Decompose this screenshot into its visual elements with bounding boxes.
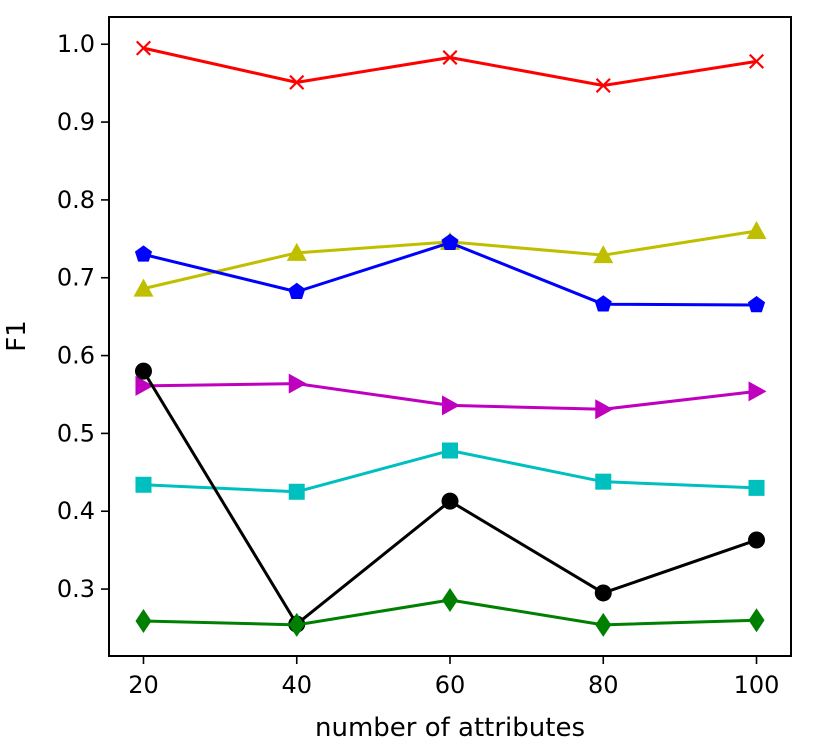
data-point-black-circle-100 (748, 531, 766, 549)
data-point-magenta-triangle-right-20 (135, 375, 154, 396)
data-point-red-x-20 (135, 40, 152, 56)
data-point-red-x-100 (748, 53, 765, 69)
data-point-cyan-square-60 (442, 442, 458, 459)
x-tick-label-60: 60 (435, 671, 466, 699)
data-point-red-x-60-stroke-b (442, 49, 458, 66)
series-cyan-square (135, 442, 765, 500)
data-point-black-circle-60 (441, 492, 459, 510)
x-axis-label: number of attributes (315, 713, 585, 743)
y-tick-label-0.8: 0.8 (57, 186, 95, 214)
data-point-red-x-80 (595, 77, 611, 94)
data-point-red-x-80-stroke-b (595, 77, 611, 94)
y-tick-label-0.6: 0.6 (57, 342, 95, 370)
data-point-cyan-square-100 (748, 479, 765, 496)
data-point-magenta-triangle-right-100 (748, 381, 767, 402)
data-point-green-diamond-40 (288, 612, 305, 637)
x-tick-label-80: 80 (588, 671, 619, 699)
series-blue-pentagon (134, 233, 766, 313)
data-point-yellow-triangle-up-20 (133, 278, 154, 297)
data-point-yellow-triangle-up-80 (593, 245, 614, 264)
x-tick-label-100: 100 (734, 671, 780, 699)
series-green-diamond (135, 587, 765, 637)
data-point-cyan-square-80 (595, 473, 612, 490)
x-tick-label-20: 20 (128, 671, 159, 699)
series-layer (133, 40, 767, 637)
data-point-magenta-triangle-right-40 (288, 373, 307, 394)
data-point-green-diamond-60 (442, 587, 458, 612)
y-tick-label-0.9: 0.9 (57, 108, 95, 136)
data-point-magenta-triangle-right-80 (595, 399, 614, 420)
y-tick-label-1: 1.0 (57, 30, 95, 58)
plot-background (109, 17, 791, 656)
data-point-cyan-square-20 (135, 476, 152, 493)
x-axis: 20 40 60 80 100 (128, 656, 779, 699)
series-magenta-triangle-right (135, 373, 767, 420)
data-point-green-diamond-100 (748, 608, 765, 633)
data-point-blue-pentagon-20 (134, 245, 153, 262)
data-point-yellow-triangle-up-40 (286, 242, 307, 261)
y-tick-label-0.3: 0.3 (57, 575, 95, 603)
data-point-red-x-100-stroke-b (748, 53, 765, 69)
data-point-blue-pentagon-60 (441, 233, 459, 250)
x-tick-label-40: 40 (281, 671, 312, 699)
data-point-green-diamond-20 (135, 608, 152, 633)
y-axis: 0.3 0.4 0.5 0.6 0.7 0.8 0.9 1.0 (57, 30, 109, 603)
data-point-green-diamond-80 (595, 612, 612, 637)
series-red-x (135, 40, 765, 94)
data-point-red-x-40-stroke-b (289, 74, 305, 90)
data-point-cyan-square-40 (288, 483, 305, 500)
y-tick-label-0.7: 0.7 (57, 264, 95, 292)
data-point-red-x-60 (442, 49, 458, 66)
y-tick-label-0.4: 0.4 (57, 497, 95, 525)
y-tick-label-0.5: 0.5 (57, 419, 95, 447)
y-axis-label: F1 (2, 320, 32, 352)
data-point-black-circle-20 (134, 362, 152, 380)
data-point-yellow-triangle-up-100 (746, 221, 767, 240)
data-point-magenta-triangle-right-60 (442, 395, 460, 416)
data-point-blue-pentagon-40 (288, 282, 306, 300)
data-point-black-circle-80 (594, 584, 612, 602)
data-point-red-x-40 (289, 74, 305, 90)
data-point-blue-pentagon-80 (594, 295, 612, 312)
data-point-blue-pentagon-100 (747, 295, 766, 313)
data-point-red-x-20-stroke-b (135, 40, 152, 56)
